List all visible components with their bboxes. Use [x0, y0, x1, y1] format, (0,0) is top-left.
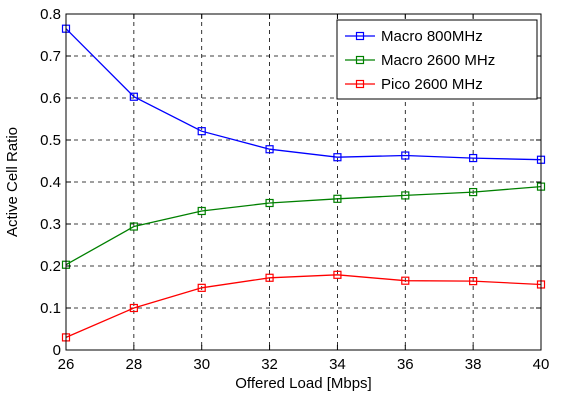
legend-marker: [355, 55, 365, 65]
data-point: [129, 222, 138, 231]
legend-marker: [355, 31, 365, 41]
legend-label: Macro 2600 MHz: [381, 52, 495, 69]
series-line: [65, 28, 542, 161]
x-tick-label: 40: [533, 356, 550, 373]
legend-entry: Pico 2600 MHz: [345, 76, 483, 93]
data-point: [333, 194, 342, 203]
y-tick-label: 0: [53, 342, 61, 359]
legend-label: Pico 2600 MHz: [381, 76, 483, 93]
y-tick-label: 0.5: [40, 132, 61, 149]
y-tick-label: 0.2: [40, 258, 61, 275]
legend-entry: Macro 800MHz: [345, 28, 483, 45]
data-point: [197, 283, 206, 292]
y-tick-label: 0.4: [40, 174, 61, 191]
data-point: [265, 273, 274, 282]
y-tick-label: 0.7: [40, 48, 61, 65]
data-point: [401, 191, 410, 200]
data-point: [401, 151, 410, 160]
y-axis-title: Active Cell Ratio: [4, 127, 21, 237]
data-point: [469, 187, 478, 197]
x-tick-label: 28: [126, 356, 143, 373]
data-point: [197, 127, 206, 136]
legend-label: Macro 800MHz: [381, 28, 483, 45]
data-point: [129, 303, 138, 313]
data-point: [401, 276, 410, 285]
data-point: [129, 92, 138, 101]
data-point: [469, 277, 478, 286]
legend-entry: Macro 2600 MHz: [345, 52, 495, 69]
x-tick-label: 30: [193, 356, 210, 373]
data-point: [265, 198, 274, 208]
data-point: [333, 270, 342, 279]
x-tick-label: 26: [58, 356, 75, 373]
x-tick-label: 32: [261, 356, 278, 373]
data-point: [265, 145, 274, 154]
legend: Macro 800MHz Macro 2600 MHz Pico 2600 MHz: [336, 19, 538, 100]
data-point: [197, 206, 206, 216]
series-line: [65, 274, 542, 338]
x-axis-title: Offered Load [Mbps]: [235, 375, 371, 392]
series-macro-2600-mhz: [61, 182, 546, 269]
x-tick-label: 38: [465, 356, 482, 373]
legend-marker: [355, 79, 365, 89]
data-point: [333, 153, 342, 162]
data-point: [469, 153, 478, 163]
y-tick-label: 0.1: [40, 300, 61, 317]
x-tick-label: 36: [397, 356, 414, 373]
x-tick-label: 34: [329, 356, 346, 373]
axis-ticks: 26 28 30 32 34 36 38 40 0 0.1 0.2 0.3 0.4 0.5 0.6 0.7 0.…: [40, 6, 549, 373]
y-tick-label: 0.3: [40, 216, 61, 233]
y-tick-label: 0.8: [40, 6, 61, 23]
y-tick-label: 0.6: [40, 90, 61, 107]
series-line: [65, 185, 542, 266]
